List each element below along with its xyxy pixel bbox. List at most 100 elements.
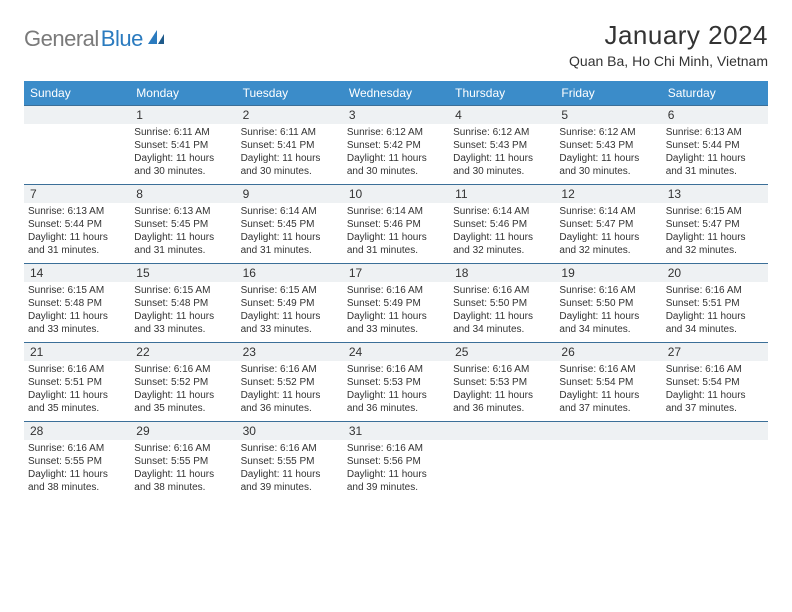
- day-number-cell: 23: [237, 343, 343, 362]
- day-header-cell: Saturday: [662, 81, 768, 106]
- day-cell: Sunrise: 6:16 AMSunset: 5:52 PMDaylight:…: [130, 361, 236, 422]
- day-cell: Sunrise: 6:16 AMSunset: 5:55 PMDaylight:…: [24, 440, 130, 500]
- day-number-cell: 8: [130, 185, 236, 204]
- sunset-text: Sunset: 5:50 PM: [453, 297, 551, 310]
- sunset-text: Sunset: 5:42 PM: [347, 139, 445, 152]
- day-cell: Sunrise: 6:16 AMSunset: 5:49 PMDaylight:…: [343, 282, 449, 343]
- sunrise-text: Sunrise: 6:13 AM: [28, 205, 126, 218]
- sunset-text: Sunset: 5:43 PM: [453, 139, 551, 152]
- week-detail-row: Sunrise: 6:13 AMSunset: 5:44 PMDaylight:…: [24, 203, 768, 264]
- day-cell: Sunrise: 6:16 AMSunset: 5:51 PMDaylight:…: [24, 361, 130, 422]
- day-number-row: 14151617181920: [24, 264, 768, 283]
- day-cell: Sunrise: 6:16 AMSunset: 5:50 PMDaylight:…: [555, 282, 661, 343]
- day-cell: [24, 124, 130, 185]
- daylight-text: and 33 minutes.: [28, 323, 126, 336]
- sunrise-text: Sunrise: 6:16 AM: [28, 363, 126, 376]
- day-cell: Sunrise: 6:11 AMSunset: 5:41 PMDaylight:…: [237, 124, 343, 185]
- day-cell: Sunrise: 6:16 AMSunset: 5:50 PMDaylight:…: [449, 282, 555, 343]
- daylight-text: and 34 minutes.: [559, 323, 657, 336]
- sunrise-text: Sunrise: 6:16 AM: [28, 442, 126, 455]
- daylight-text: and 35 minutes.: [134, 402, 232, 415]
- day-cell: Sunrise: 6:15 AMSunset: 5:48 PMDaylight:…: [24, 282, 130, 343]
- daylight-text: and 31 minutes.: [241, 244, 339, 257]
- sunrise-text: Sunrise: 6:16 AM: [666, 284, 764, 297]
- sunrise-text: Sunrise: 6:16 AM: [134, 363, 232, 376]
- calendar-table: SundayMondayTuesdayWednesdayThursdayFrid…: [24, 81, 768, 500]
- daylight-text: and 38 minutes.: [28, 481, 126, 494]
- sunrise-text: Sunrise: 6:12 AM: [347, 126, 445, 139]
- day-number-cell: [24, 106, 130, 125]
- day-cell: Sunrise: 6:14 AMSunset: 5:46 PMDaylight:…: [449, 203, 555, 264]
- daylight-text: and 35 minutes.: [28, 402, 126, 415]
- day-cell: Sunrise: 6:12 AMSunset: 5:43 PMDaylight:…: [555, 124, 661, 185]
- day-number-cell: 18: [449, 264, 555, 283]
- sunset-text: Sunset: 5:43 PM: [559, 139, 657, 152]
- sunrise-text: Sunrise: 6:15 AM: [28, 284, 126, 297]
- sunrise-text: Sunrise: 6:15 AM: [241, 284, 339, 297]
- daylight-text: Daylight: 11 hours: [666, 310, 764, 323]
- daylight-text: and 36 minutes.: [347, 402, 445, 415]
- daylight-text: and 30 minutes.: [559, 165, 657, 178]
- daylight-text: and 33 minutes.: [241, 323, 339, 336]
- sunset-text: Sunset: 5:51 PM: [28, 376, 126, 389]
- daylight-text: and 34 minutes.: [453, 323, 551, 336]
- day-number-cell: 11: [449, 185, 555, 204]
- daylight-text: and 31 minutes.: [134, 244, 232, 257]
- sunrise-text: Sunrise: 6:14 AM: [241, 205, 339, 218]
- day-cell: Sunrise: 6:15 AMSunset: 5:48 PMDaylight:…: [130, 282, 236, 343]
- day-cell: Sunrise: 6:16 AMSunset: 5:56 PMDaylight:…: [343, 440, 449, 500]
- sunrise-text: Sunrise: 6:12 AM: [559, 126, 657, 139]
- sunrise-text: Sunrise: 6:16 AM: [347, 363, 445, 376]
- daylight-text: and 36 minutes.: [453, 402, 551, 415]
- daylight-text: Daylight: 11 hours: [28, 231, 126, 244]
- daylight-text: Daylight: 11 hours: [134, 468, 232, 481]
- sunrise-text: Sunrise: 6:14 AM: [453, 205, 551, 218]
- day-cell: Sunrise: 6:16 AMSunset: 5:53 PMDaylight:…: [343, 361, 449, 422]
- sunset-text: Sunset: 5:55 PM: [134, 455, 232, 468]
- daylight-text: and 37 minutes.: [559, 402, 657, 415]
- day-cell: Sunrise: 6:16 AMSunset: 5:54 PMDaylight:…: [555, 361, 661, 422]
- sunset-text: Sunset: 5:54 PM: [559, 376, 657, 389]
- day-number-cell: 24: [343, 343, 449, 362]
- week-detail-row: Sunrise: 6:15 AMSunset: 5:48 PMDaylight:…: [24, 282, 768, 343]
- day-number-cell: 2: [237, 106, 343, 125]
- sunset-text: Sunset: 5:45 PM: [241, 218, 339, 231]
- day-cell: Sunrise: 6:13 AMSunset: 5:45 PMDaylight:…: [130, 203, 236, 264]
- day-cell: Sunrise: 6:16 AMSunset: 5:55 PMDaylight:…: [237, 440, 343, 500]
- day-cell: Sunrise: 6:15 AMSunset: 5:47 PMDaylight:…: [662, 203, 768, 264]
- day-cell: Sunrise: 6:14 AMSunset: 5:47 PMDaylight:…: [555, 203, 661, 264]
- sunset-text: Sunset: 5:50 PM: [559, 297, 657, 310]
- day-number-row: 21222324252627: [24, 343, 768, 362]
- sunset-text: Sunset: 5:46 PM: [453, 218, 551, 231]
- sunrise-text: Sunrise: 6:11 AM: [134, 126, 232, 139]
- month-title: January 2024: [569, 20, 768, 51]
- daylight-text: Daylight: 11 hours: [28, 310, 126, 323]
- day-header-row: SundayMondayTuesdayWednesdayThursdayFrid…: [24, 81, 768, 106]
- daylight-text: and 34 minutes.: [666, 323, 764, 336]
- daylight-text: Daylight: 11 hours: [347, 310, 445, 323]
- day-cell: Sunrise: 6:16 AMSunset: 5:55 PMDaylight:…: [130, 440, 236, 500]
- daylight-text: Daylight: 11 hours: [453, 152, 551, 165]
- day-number-cell: 30: [237, 422, 343, 441]
- day-number-cell: 12: [555, 185, 661, 204]
- logo-text-blue: Blue: [101, 26, 143, 52]
- day-cell: Sunrise: 6:11 AMSunset: 5:41 PMDaylight:…: [130, 124, 236, 185]
- sunset-text: Sunset: 5:45 PM: [134, 218, 232, 231]
- sunrise-text: Sunrise: 6:16 AM: [559, 284, 657, 297]
- daylight-text: and 31 minutes.: [347, 244, 445, 257]
- day-number-row: 28293031: [24, 422, 768, 441]
- day-cell: Sunrise: 6:14 AMSunset: 5:45 PMDaylight:…: [237, 203, 343, 264]
- sunset-text: Sunset: 5:49 PM: [241, 297, 339, 310]
- daylight-text: and 33 minutes.: [134, 323, 232, 336]
- daylight-text: Daylight: 11 hours: [453, 389, 551, 402]
- sunset-text: Sunset: 5:55 PM: [241, 455, 339, 468]
- sunset-text: Sunset: 5:44 PM: [666, 139, 764, 152]
- sunrise-text: Sunrise: 6:16 AM: [453, 363, 551, 376]
- sunset-text: Sunset: 5:53 PM: [453, 376, 551, 389]
- daylight-text: and 32 minutes.: [453, 244, 551, 257]
- daylight-text: Daylight: 11 hours: [134, 389, 232, 402]
- day-header-cell: Sunday: [24, 81, 130, 106]
- day-cell: Sunrise: 6:12 AMSunset: 5:43 PMDaylight:…: [449, 124, 555, 185]
- day-header-cell: Wednesday: [343, 81, 449, 106]
- sunset-text: Sunset: 5:47 PM: [666, 218, 764, 231]
